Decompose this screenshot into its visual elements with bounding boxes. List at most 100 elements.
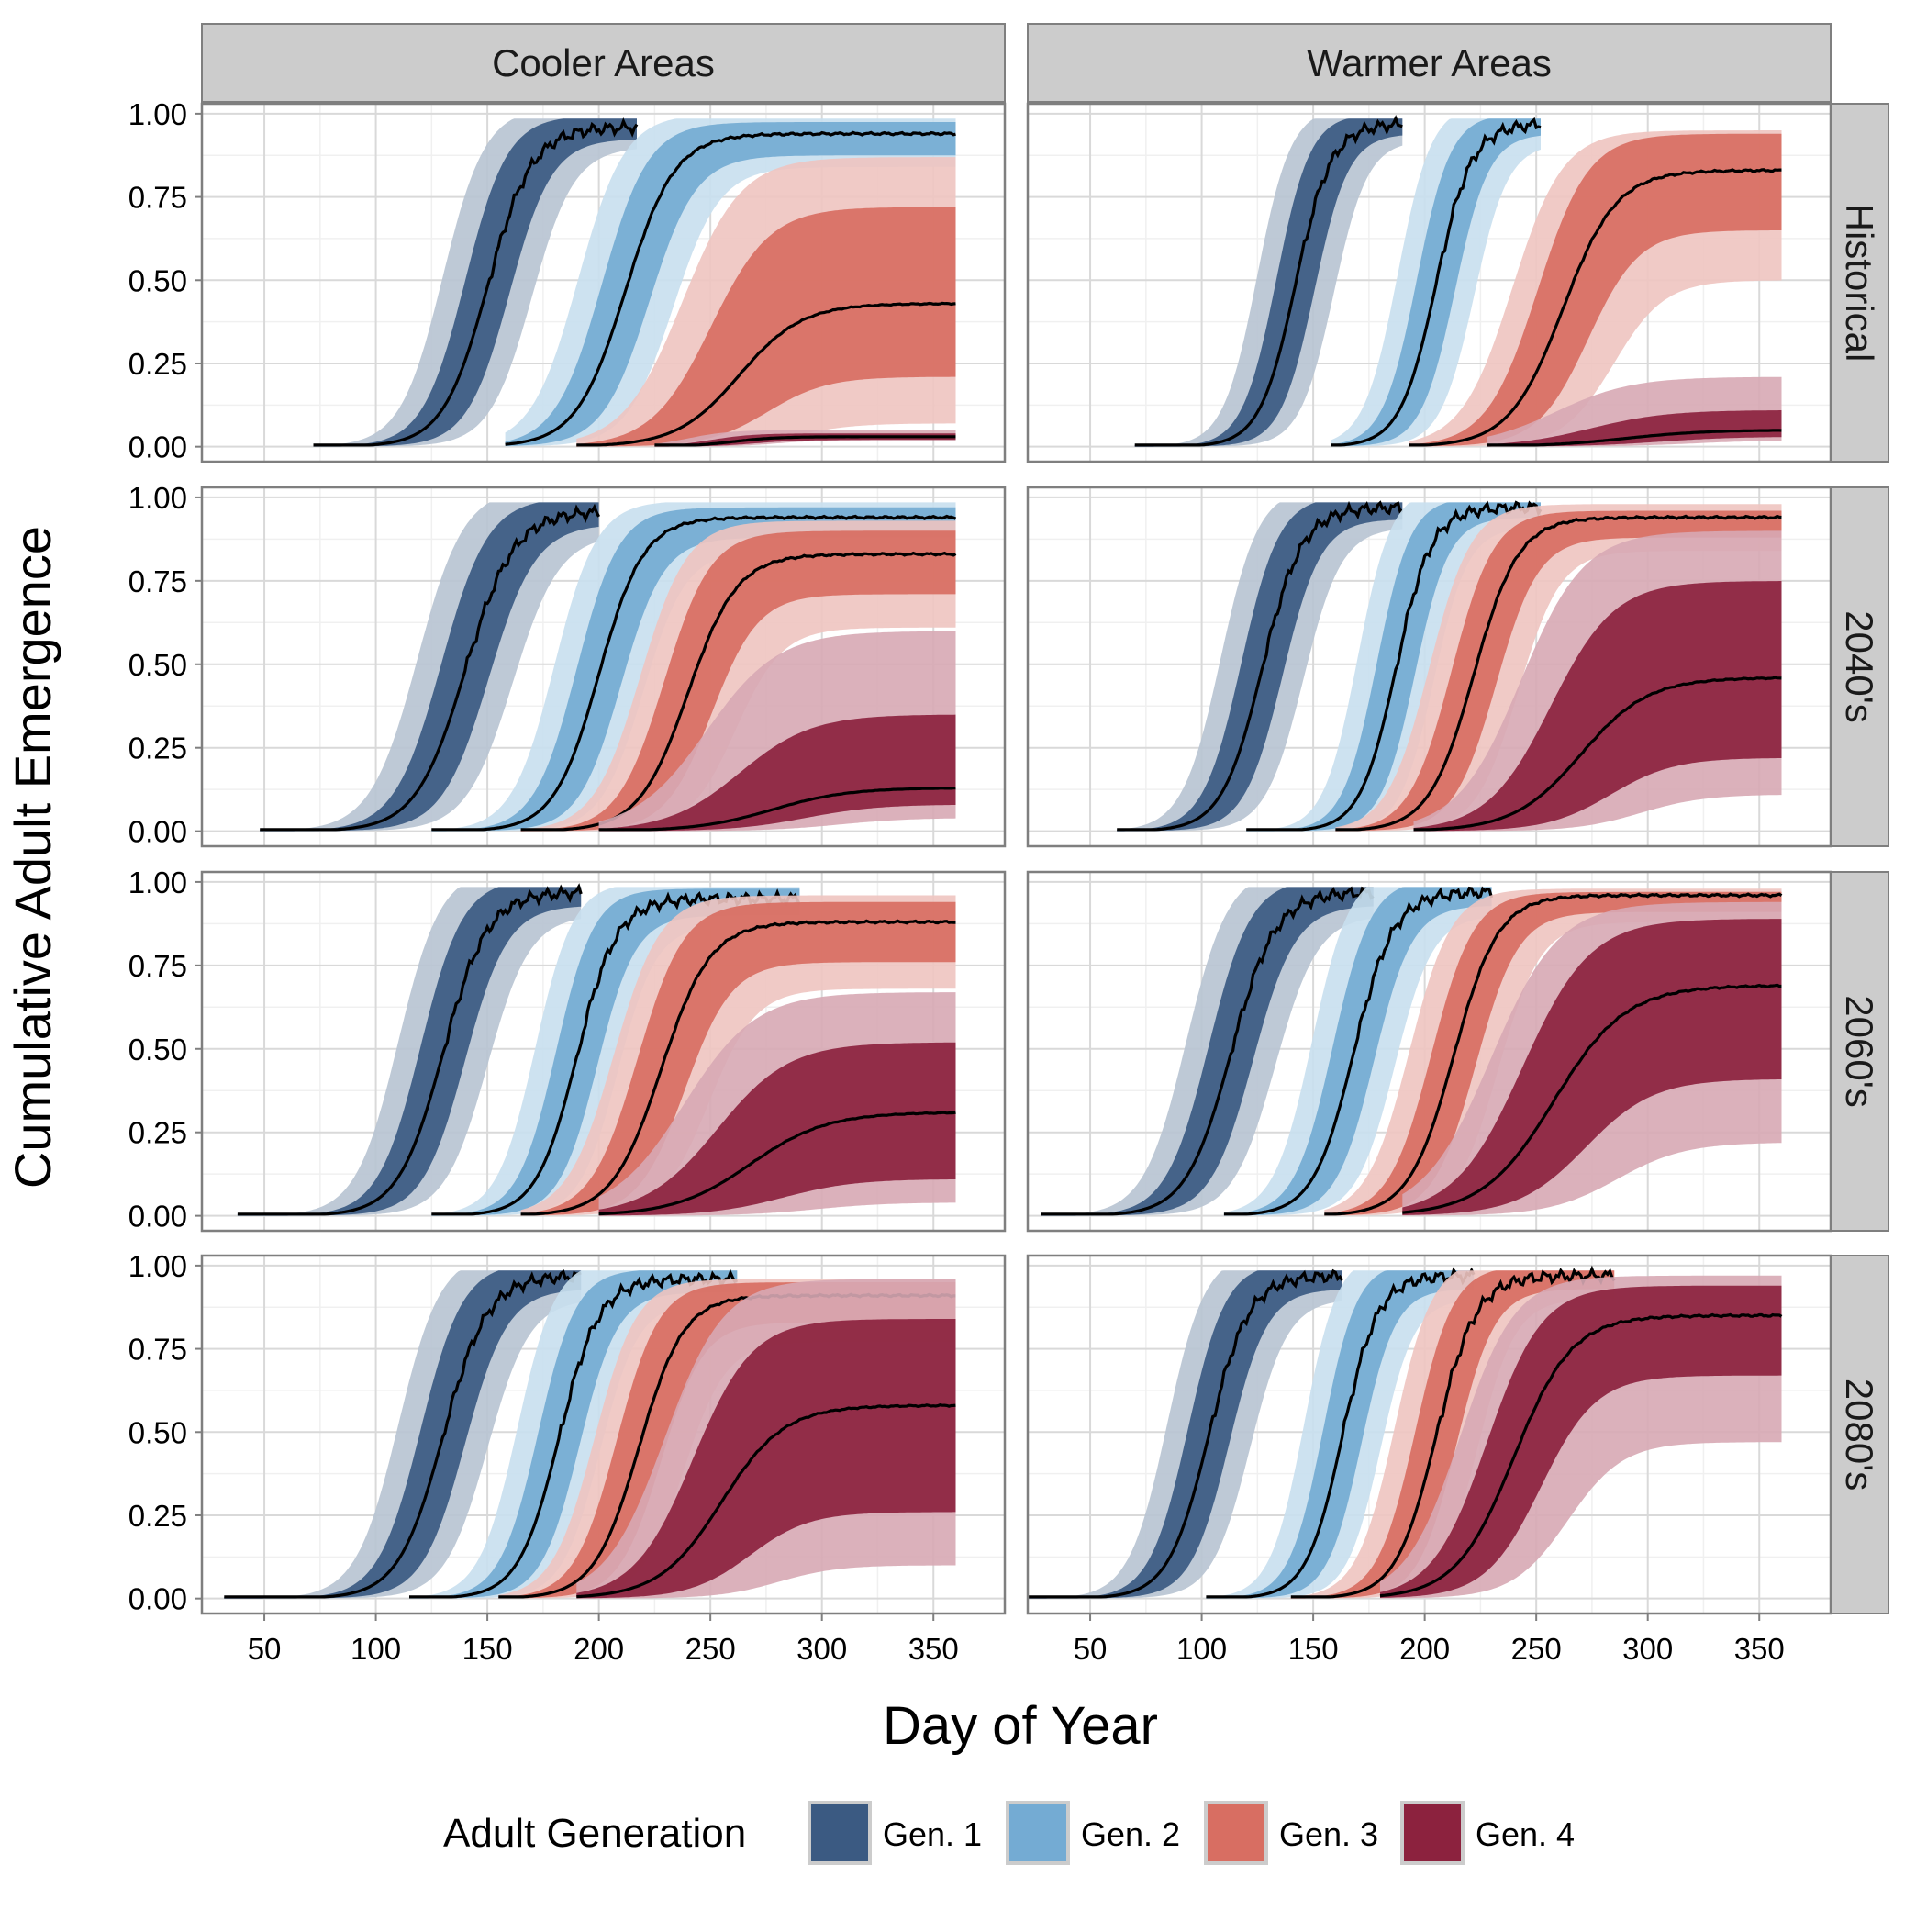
gen-3-inner-band: [576, 207, 956, 447]
y-tick-label: 1.00: [128, 865, 187, 899]
y-tick-label: 0.00: [128, 1200, 187, 1234]
gen-1-median-line: [237, 883, 583, 1216]
gen-3-inner-band: [1409, 133, 1782, 447]
panel-cooler-areas-2040-s: [200, 486, 1007, 848]
strip-cooler-areas: Cooler Areas: [201, 23, 1006, 103]
y-tick-label: 0.75: [128, 949, 187, 983]
gen-1-median-line: [1041, 886, 1375, 1216]
gen-1-outer-band: [1028, 1270, 1342, 1599]
x-tick-label: 350: [1734, 1632, 1785, 1666]
x-tick-label: 250: [1511, 1632, 1562, 1666]
gen-4-inner-band: [598, 714, 956, 832]
gen-2-inner-band: [1223, 887, 1492, 1216]
panel-cooler-areas-2060-s: [200, 870, 1007, 1233]
strip-label: Historical: [1838, 204, 1881, 363]
gen-4-inner-band: [576, 1319, 956, 1599]
strip-background: [1830, 871, 1889, 1232]
gen-1-median-line: [313, 117, 639, 447]
gen-2-inner-band: [409, 1270, 738, 1599]
gen-1-outer-band: [1041, 887, 1374, 1216]
x-tick-label: 150: [1288, 1632, 1339, 1666]
gen-3-median-line: [1409, 168, 1782, 447]
strip-label: 2060's: [1838, 995, 1881, 1107]
gen-2-median-line: [409, 1268, 739, 1599]
x-tick-label: 150: [462, 1632, 513, 1666]
gen-2-median-line: [1223, 886, 1494, 1216]
strip-label: 2080's: [1838, 1379, 1881, 1491]
gen-4-inner-band: [1413, 581, 1782, 832]
panel-border: [200, 1254, 1007, 1615]
legend-item-gen-2: Gen. 2: [1006, 1801, 1180, 1865]
strip-2060-s: 2060's: [1830, 871, 1889, 1232]
panel-warmer-areas-2060-s: [1026, 870, 1832, 1233]
gen-3-median-line: [520, 551, 957, 832]
gen-4-median-line: [1413, 676, 1782, 832]
gen-3-median-line: [1335, 514, 1782, 832]
gen-1-inner-band: [260, 502, 599, 832]
panel-border: [200, 870, 1007, 1233]
panel-warmer-areas-2080-s: [1026, 1254, 1832, 1615]
panel-cooler-areas-2080-s: [200, 1254, 1007, 1615]
panel-warmer-areas-historical: [1026, 102, 1832, 463]
gen-3-inner-band: [1335, 510, 1782, 832]
strip-historical: Historical: [1830, 103, 1889, 463]
strip-background: [201, 23, 1006, 103]
x-tick-label: 50: [248, 1632, 282, 1666]
strip-label: 2040's: [1838, 610, 1881, 722]
y-tick-label: 0.50: [128, 648, 187, 682]
gen-4-inner-band: [1487, 410, 1782, 447]
gen-3-inner-band: [498, 1282, 956, 1599]
y-tick-label: 0.75: [128, 1333, 187, 1367]
y-tick-label: 0.75: [128, 564, 187, 598]
y-tick-label: 0.25: [128, 1499, 187, 1533]
gen-3-outer-band: [520, 520, 956, 832]
gen-1-inner-band: [1041, 887, 1374, 1216]
gen-4-median-line: [576, 1403, 956, 1599]
y-tick-label: 0.00: [128, 430, 187, 464]
panel-cooler-areas-historical: [200, 102, 1007, 463]
strip-background: [1830, 103, 1889, 463]
strip-label: Cooler Areas: [492, 41, 715, 84]
x-tick-label: 100: [1176, 1632, 1227, 1666]
gen-3-inner-band: [1324, 891, 1782, 1216]
y-tick-label: 0.50: [128, 1033, 187, 1067]
strip-label: Warmer Areas: [1307, 41, 1552, 84]
legend-label: Gen. 4: [1476, 1815, 1575, 1853]
x-tick-label: 350: [908, 1632, 959, 1666]
gen-2-inner-band: [505, 122, 956, 446]
gen-2-inner-band: [431, 507, 956, 832]
gen-2-median-line: [1206, 1267, 1476, 1599]
legend-key-swatch: [1009, 1804, 1066, 1861]
legend-label: Gen. 1: [883, 1815, 982, 1853]
gen-1-median-line: [224, 1269, 582, 1599]
gen-2-median-line: [1246, 500, 1543, 832]
panel-border: [200, 102, 1007, 463]
gen-4-median-line: [1487, 429, 1782, 447]
gen-2-inner-band: [431, 888, 800, 1216]
gen-4-median-line: [598, 787, 956, 832]
gen-3-median-line: [576, 301, 956, 447]
x-tick-label: 300: [1622, 1632, 1673, 1666]
legend-key-swatch: [811, 1804, 868, 1861]
gen-3-inner-band: [1290, 1270, 1615, 1599]
legend-title: Adult Generation: [443, 1811, 746, 1856]
y-tick-label: 0.75: [128, 181, 187, 215]
gen-4-inner-band: [598, 1042, 956, 1216]
x-axis-label: Day of Year: [883, 1696, 1158, 1756]
gen-1-inner-band: [237, 887, 582, 1216]
gen-3-median-line: [1290, 1265, 1616, 1599]
gen-1-median-line: [1117, 500, 1404, 832]
legend-key-swatch: [1208, 1804, 1264, 1861]
legend-key-swatch: [1404, 1804, 1461, 1861]
y-tick-label: 0.00: [128, 815, 187, 849]
strip-2080-s: 2080's: [1830, 1255, 1889, 1614]
gen-1-inner-band: [1117, 502, 1403, 832]
legend-label: Gen. 3: [1279, 1815, 1378, 1853]
gen-3-inner-band: [520, 901, 956, 1216]
legend-label: Gen. 2: [1081, 1815, 1180, 1853]
gen-2-inner-band: [1246, 502, 1541, 832]
x-tick-label: 50: [1074, 1632, 1108, 1666]
x-tick-label: 100: [351, 1632, 401, 1666]
x-tick-label: 200: [574, 1632, 624, 1666]
y-tick-label: 0.50: [128, 1415, 187, 1449]
